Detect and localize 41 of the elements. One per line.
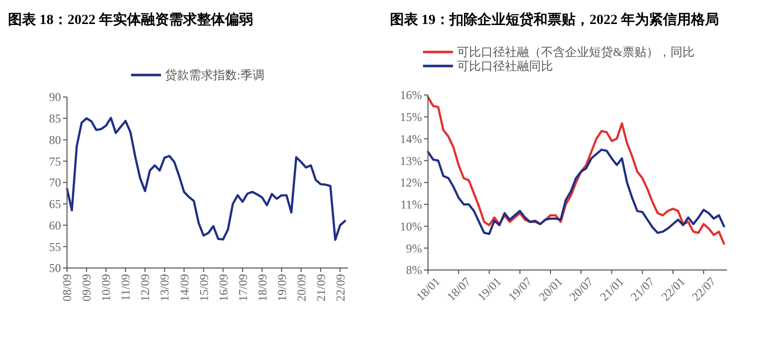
- y-tick-label: 65: [49, 197, 61, 212]
- y-tick-label: 8%: [406, 263, 422, 278]
- y-tick-label: 80: [49, 132, 61, 147]
- y-tick-label: 16%: [400, 88, 422, 102]
- y-tick-label: 50: [49, 261, 61, 276]
- y-tick-label: 75: [49, 154, 61, 168]
- x-tick-label: 11/09: [118, 274, 133, 301]
- line-series: [426, 96, 726, 245]
- x-tick-label: 09/09: [80, 274, 94, 302]
- x-tick-label: 19/09: [274, 274, 289, 302]
- y-tick-label: 9%: [406, 241, 422, 256]
- y-tick-label: 13%: [400, 154, 422, 168]
- y-tick-label: 85: [49, 112, 61, 126]
- y-tick-label: 10%: [400, 219, 422, 234]
- legend-label: 贷款需求指数:季调: [165, 68, 264, 82]
- y-tick-label: 55: [49, 240, 61, 254]
- x-tick-label: 12/09: [138, 274, 152, 302]
- y-tick-label: 15%: [400, 110, 422, 124]
- x-tick-label: 18/09: [255, 274, 270, 302]
- line-series: [426, 148, 726, 236]
- x-tick-label: 22/09: [333, 274, 348, 302]
- y-tick-label: 11%: [400, 198, 422, 212]
- legend-label: 可比口径社融（不含企业短贷&票贴），同比: [457, 45, 694, 60]
- x-tick-label: 14/09: [177, 274, 192, 302]
- x-tick-label: 08/09: [60, 274, 74, 302]
- chart-title: 图表 19：扣除企业短贷和票贴，2022 年为紧信用格局: [390, 11, 719, 28]
- x-tick-label: 10/09: [99, 274, 114, 302]
- y-tick-label: 70: [49, 176, 61, 190]
- x-tick-label: 16/09: [216, 274, 230, 302]
- x-tick-label: 15/09: [196, 274, 211, 302]
- line-series: [66, 116, 346, 241]
- x-tick-label: 20/09: [294, 274, 308, 302]
- y-tick-label: 14%: [400, 132, 422, 146]
- legend-label: 可比口径社融同比: [457, 59, 553, 74]
- y-tick-label: 90: [49, 90, 61, 104]
- x-tick-label: 21/09: [314, 274, 328, 302]
- y-tick-label: 12%: [400, 176, 422, 190]
- chart-title: 图表 18：2022 年实体融资需求整体偏弱: [8, 11, 253, 28]
- x-tick-label: 17/09: [236, 274, 250, 302]
- y-tick-label: 60: [49, 218, 61, 232]
- x-tick-label: 13/09: [158, 274, 172, 302]
